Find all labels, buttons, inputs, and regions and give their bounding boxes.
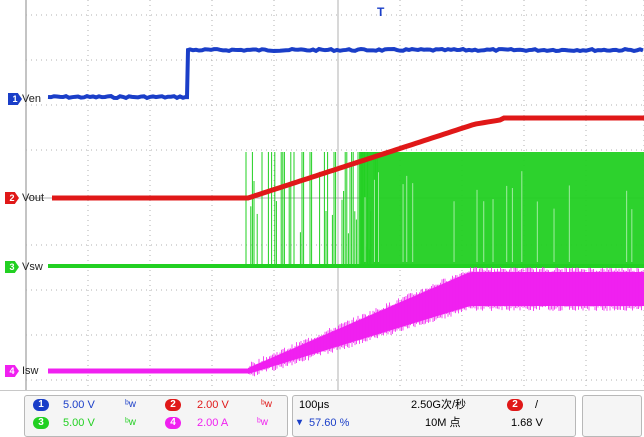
isw-ripple-band bbox=[248, 272, 644, 374]
ch2-badge[interactable]: 2 bbox=[165, 399, 181, 411]
channel-3-label: Vsw bbox=[22, 261, 43, 273]
channel-4-label: Isw bbox=[22, 365, 39, 377]
ch2-scale: 2.00 V bbox=[197, 399, 229, 411]
ch3-badge[interactable]: 3 bbox=[33, 417, 49, 429]
ch4-bandwidth-icon: ᵇw bbox=[257, 417, 268, 428]
ch4-scale: 2.00 A bbox=[197, 417, 229, 429]
ch3-scale: 5.00 V bbox=[63, 417, 95, 429]
waveform-ch3-vsw bbox=[48, 152, 644, 268]
ch1-bandwidth-icon: ᵇw bbox=[125, 399, 136, 410]
ch1-badge[interactable]: 1 bbox=[33, 399, 49, 411]
extra-panel[interactable] bbox=[582, 395, 642, 437]
record-length-value: 10M 点 bbox=[425, 417, 461, 429]
waveform-ch1-ven bbox=[47, 46, 644, 101]
waveform-ch2-vout bbox=[52, 115, 644, 201]
channel-1-label: Ven bbox=[22, 93, 41, 105]
channel-3-marker[interactable]: 3 bbox=[5, 261, 19, 273]
trigger-channel-badge[interactable]: 2 bbox=[507, 399, 523, 411]
horizontal-trigger-panel[interactable]: 100μs ▾ 57.60 % 2.50G次/秒 10M 点 2 / 1.68 … bbox=[292, 395, 576, 437]
channel-2-label: Vout bbox=[22, 192, 45, 204]
channel-2-marker[interactable]: 2 bbox=[5, 192, 19, 204]
trigger-position-marker[interactable]: T bbox=[377, 5, 385, 19]
trigger-position-icon: ▾ bbox=[297, 417, 303, 428]
status-bar: 1 5.00 V ᵇw 2 2.00 V ᵇw 3 5.00 V ᵇw 4 2.… bbox=[0, 390, 644, 437]
trigger-level-value: 1.68 V bbox=[511, 417, 543, 429]
channel-1-marker[interactable]: 1 bbox=[8, 93, 22, 105]
channel-4-marker[interactable]: 4 bbox=[5, 365, 19, 377]
waveform-canvas bbox=[25, 0, 644, 390]
vsw-switching-envelope bbox=[360, 152, 644, 266]
trigger-slope-icon: / bbox=[535, 399, 539, 411]
ch3-bandwidth-icon: ᵇw bbox=[125, 417, 136, 428]
waveform-ch4-isw bbox=[48, 267, 644, 377]
ch4-badge[interactable]: 4 bbox=[165, 417, 181, 429]
timebase-value: 100μs bbox=[299, 399, 330, 411]
sample-rate-value: 2.50G次/秒 bbox=[411, 399, 467, 411]
trigger-position-value: 57.60 % bbox=[309, 417, 350, 429]
ch2-bandwidth-icon: ᵇw bbox=[261, 399, 272, 410]
vertical-settings-panel[interactable]: 1 5.00 V ᵇw 2 2.00 V ᵇw 3 5.00 V ᵇw 4 2.… bbox=[24, 395, 288, 437]
ch1-scale: 5.00 V bbox=[63, 399, 95, 411]
